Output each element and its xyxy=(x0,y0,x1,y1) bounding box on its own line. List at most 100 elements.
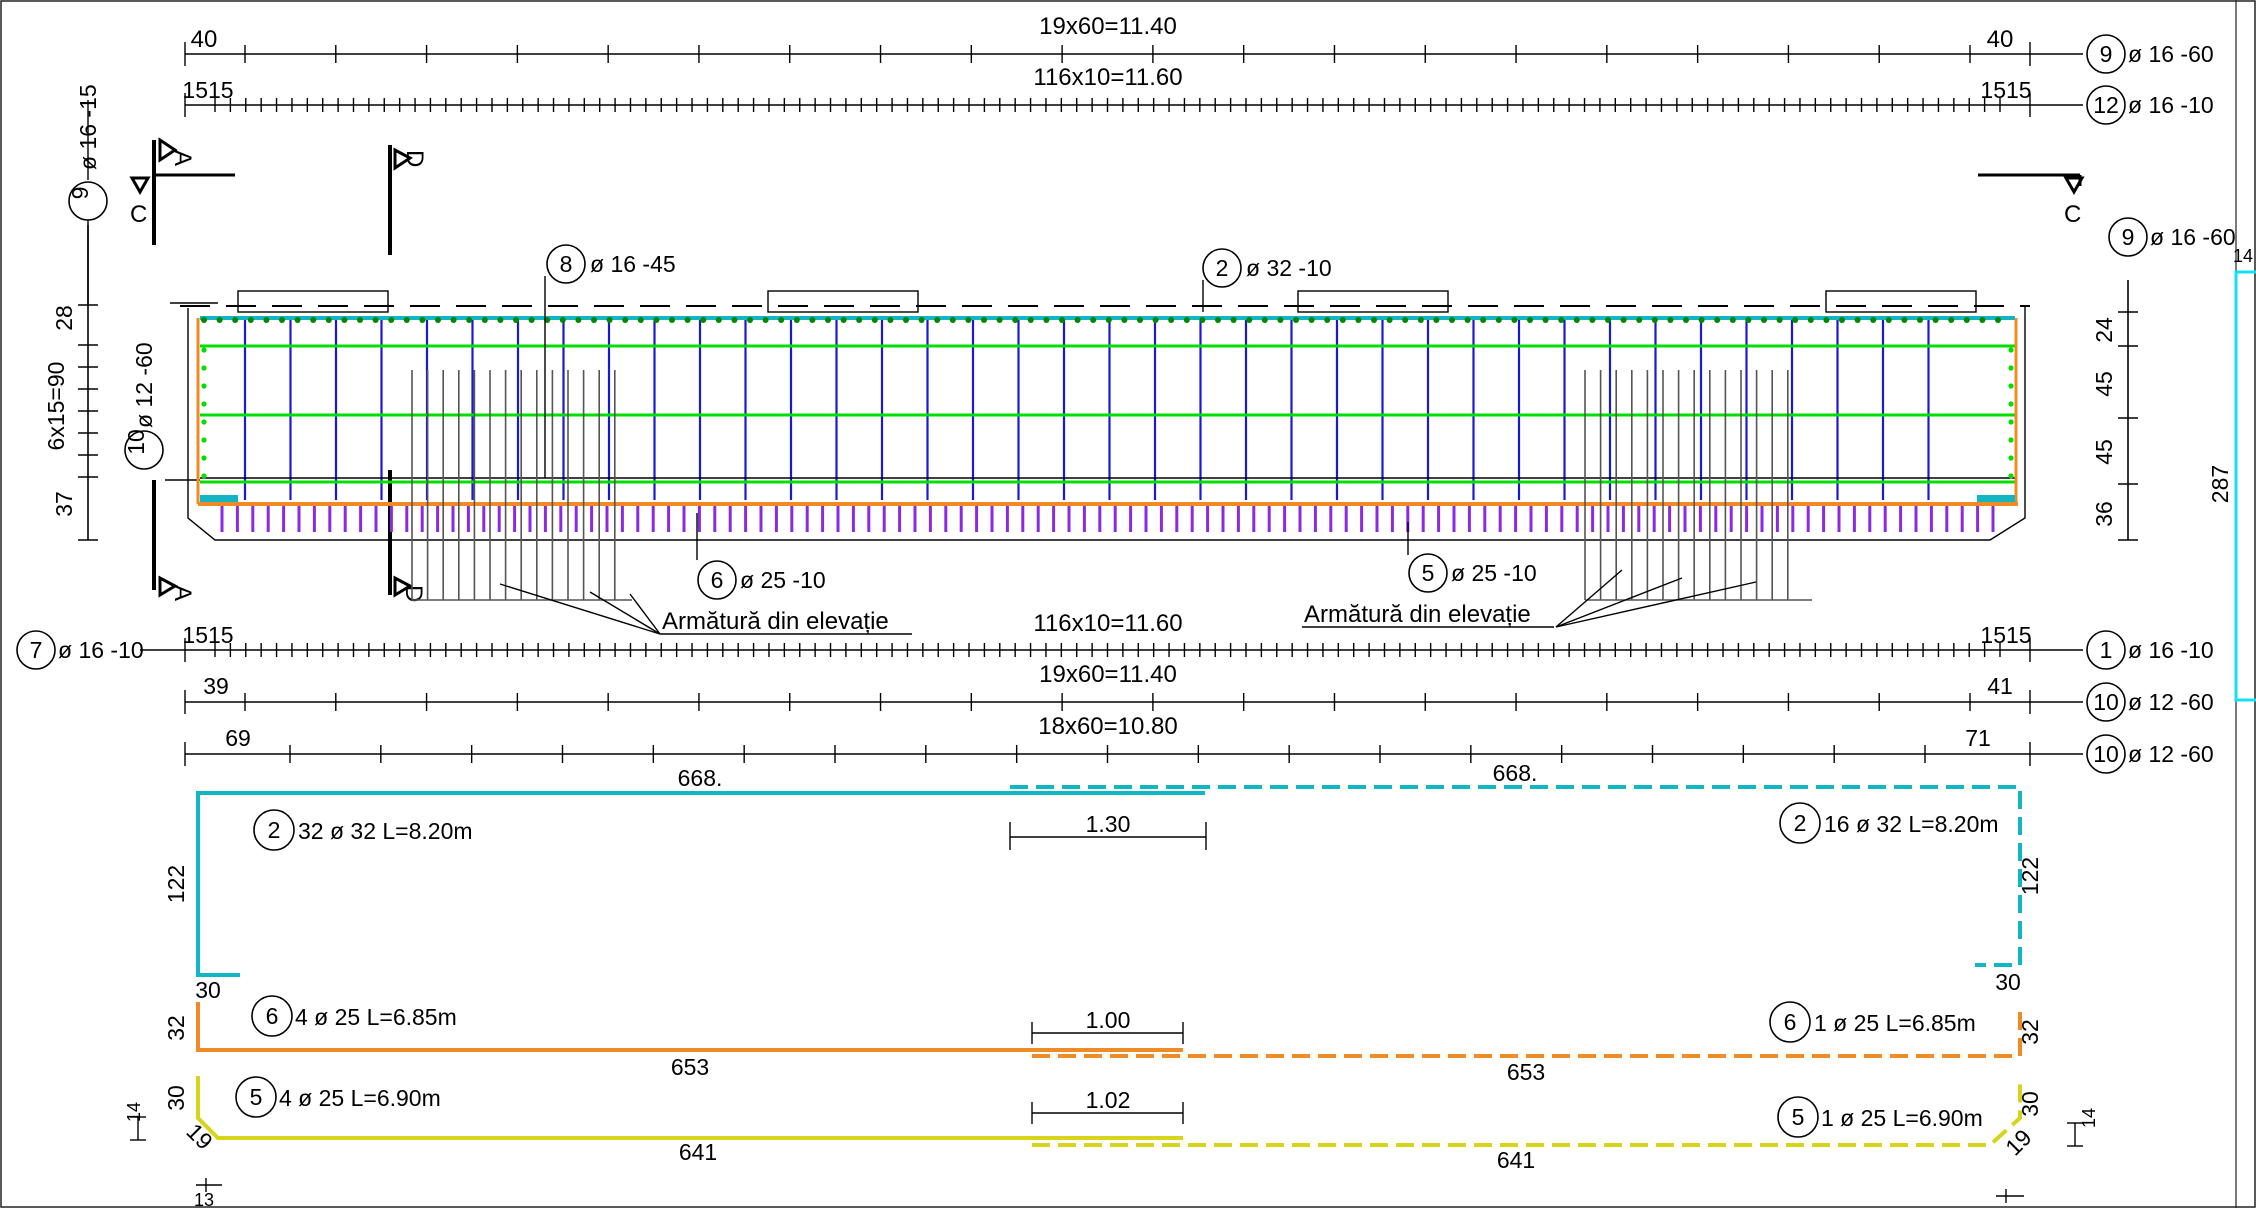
bar-dot xyxy=(1963,317,1970,323)
bar-dot xyxy=(1230,317,1237,323)
bar2-lap: 1.30 xyxy=(1086,811,1131,837)
bar-dot xyxy=(388,317,395,323)
dim-center: 19x60=11.40 xyxy=(1039,13,1177,40)
bar-dot xyxy=(201,347,207,353)
bar-mark-bubble xyxy=(697,560,737,600)
bar-dot xyxy=(934,317,941,323)
bar-dot xyxy=(201,401,207,407)
bar2-hook-left: 122 xyxy=(163,865,189,903)
bar-dot xyxy=(1339,317,1346,323)
bar-dot xyxy=(1714,317,1721,323)
section-markers: A C D C A D xyxy=(129,137,2085,602)
dim-right: 1515 xyxy=(1980,622,2031,648)
bar-dot xyxy=(2008,347,2014,353)
bar-dot xyxy=(372,317,379,323)
bar-dot xyxy=(809,317,816,323)
bar-dot xyxy=(1495,317,1502,323)
bar-dot xyxy=(310,317,317,323)
bar-mark: 10 xyxy=(2093,741,2119,767)
bar-dot xyxy=(1261,317,1268,323)
bar-mark: 10 xyxy=(2093,689,2119,715)
bar-dot xyxy=(201,317,207,323)
bar-mark-bubble xyxy=(2086,85,2126,125)
bar-dot xyxy=(1199,317,1206,323)
bar-2-schedule: 668. 668. 1.30 122 122 30 30 2 32 ø 32 L… xyxy=(163,760,2043,1003)
bar-dot xyxy=(528,317,535,323)
right-dim-45b: 45 xyxy=(2091,439,2117,465)
bar6-hook-right: 32 xyxy=(2017,1019,2043,1045)
bar5-hook-right: 30 xyxy=(2017,1091,2043,1117)
bar6-len-left: 653 xyxy=(671,1054,709,1080)
bar2-mark-right: 2 xyxy=(1794,810,1807,836)
bar-spec: ø 16 -60 xyxy=(2128,41,2214,67)
bar-dot xyxy=(653,317,660,323)
bar6-mark-right: 6 xyxy=(1784,1009,1797,1035)
bar-dot xyxy=(201,365,207,371)
bar-dot xyxy=(216,317,223,323)
bar6-label-right: 1 ø 25 L=6.85m xyxy=(1814,1010,1976,1036)
bar-dot xyxy=(762,317,769,323)
bar-dot xyxy=(201,455,207,461)
bar-dot xyxy=(1870,317,1877,323)
bar-dot xyxy=(1527,317,1533,323)
stirrup-lines xyxy=(243,318,1930,500)
bar-dot xyxy=(622,317,629,323)
bar-mark-bubble xyxy=(235,1076,277,1118)
bar-dot xyxy=(1168,317,1175,323)
bar-dot xyxy=(1183,317,1190,323)
bar-dot xyxy=(201,383,207,389)
bar-dot xyxy=(731,317,738,323)
bar-dot xyxy=(1027,317,1034,323)
bar-mark-bubble xyxy=(1202,248,1242,288)
section-a-bottom: A xyxy=(169,585,196,601)
left-bar-spec: ø 12 -60 xyxy=(131,342,157,428)
bar-dot xyxy=(1308,317,1315,323)
bar2-len-right: 668. xyxy=(1493,760,1538,786)
bar-dot xyxy=(1651,317,1658,323)
bar-dot xyxy=(1480,317,1487,323)
bar-dot xyxy=(1589,317,1596,323)
bar-dot xyxy=(2008,365,2014,371)
bar-dot xyxy=(2008,383,2014,389)
callouts: 8 ø 16 -45 2 ø 32 -10 6 ø 25 -10 5 ø 25 … xyxy=(499,244,1757,635)
bar-dot xyxy=(871,317,878,323)
bar-mark-bubble xyxy=(1779,802,1821,844)
bar-dot xyxy=(1839,317,1845,323)
bar-dot xyxy=(700,317,707,323)
bar2-label-right: 16 ø 32 L=8.20m xyxy=(1824,811,1999,837)
elevation-note-right: Armătură din elevație xyxy=(1304,601,1531,628)
bar-dot xyxy=(2008,437,2014,443)
right-vertical-dims: 9 ø 16 -60 24 45 45 36 287 14 xyxy=(2091,217,2256,702)
dim-left: 1515 xyxy=(182,77,233,103)
bar-dot xyxy=(1636,317,1643,323)
left-dim-middle: 6x15=90 xyxy=(43,362,69,451)
bar-dot xyxy=(856,317,863,323)
bar-dot xyxy=(481,317,488,323)
bar-dot xyxy=(1558,317,1565,323)
bar-dot xyxy=(1090,317,1097,323)
elevation-note-left: Armătură din elevație xyxy=(662,608,889,635)
callout-6-spec: ø 25 -10 xyxy=(740,567,826,593)
bar-dot xyxy=(1823,317,1830,323)
dim-center: 19x60=11.40 xyxy=(1039,661,1177,688)
bar2-end-left: 30 xyxy=(195,977,221,1003)
bar-dot xyxy=(1932,317,1939,323)
bar-dot xyxy=(2008,401,2014,407)
left-dim-28: 28 xyxy=(51,305,77,331)
dim-right: 1515 xyxy=(1980,77,2031,103)
bar-mark-bubble xyxy=(16,630,56,670)
bar-dot xyxy=(887,317,894,323)
bar-dot xyxy=(1215,317,1221,323)
bar-dot xyxy=(1246,317,1253,323)
right-dim-24: 24 xyxy=(2091,317,2117,343)
dim-left: 69 xyxy=(225,725,251,751)
bar-5-schedule: 30 30 19 19 1.02 641 641 5 4 ø 25 L=6.90… xyxy=(124,1076,2099,1208)
bar5-len-right: 641 xyxy=(1497,1147,1535,1173)
dim-row-bottom-2: 39 19x60=11.40 41 10 ø 12 -60 xyxy=(184,661,2214,722)
longitudinal-bars xyxy=(196,316,2018,506)
dim-center: 18x60=10.80 xyxy=(1038,713,1177,740)
bar-mark-bubble xyxy=(2086,734,2126,774)
dim-center: 116x10=11.60 xyxy=(1033,64,1182,91)
bar-mark: 12 xyxy=(2093,92,2119,118)
bar-dot xyxy=(825,317,831,323)
